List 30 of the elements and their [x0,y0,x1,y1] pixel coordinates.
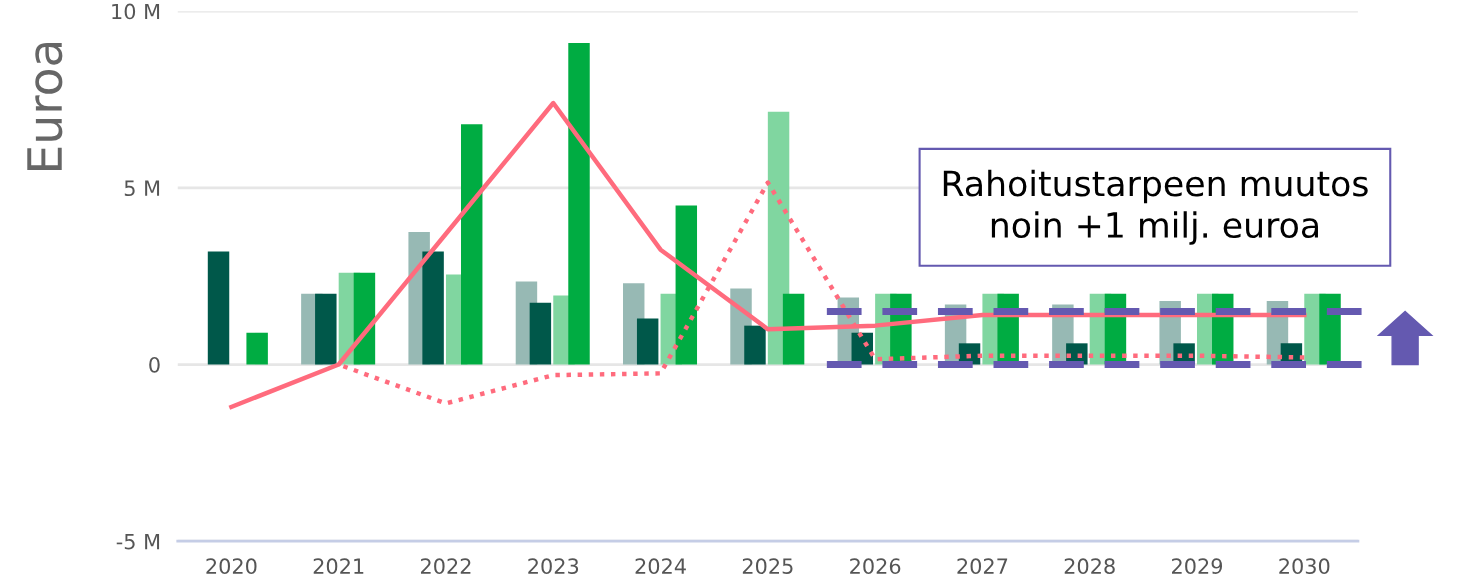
x-tick-label: 2030 [1279,558,1330,575]
x-tick-label: 2020 [206,558,257,575]
y-axis-title: Euroa [27,42,63,170]
x-tick-label: 2023 [528,558,579,575]
x-tick-label: 2021 [313,558,364,575]
bar [675,205,698,365]
bar [207,251,230,365]
x-tick-label: 2022 [420,558,471,575]
y-tick-label: 0 [149,356,160,373]
bar [315,293,337,365]
bar [529,302,552,365]
bar [353,272,376,365]
bar [744,325,766,365]
x-tick-label: 2028 [1064,558,1115,575]
bar [636,318,659,365]
bar [568,42,590,365]
bar [246,332,268,365]
annotation: Rahoitustarpeen muutos noin +1 milj. euroa [943,169,1368,245]
x-tick-label: 2024 [635,558,686,575]
bar [1319,293,1341,365]
y-tick-label: 5 M [124,180,160,197]
bar [782,293,805,365]
x-tick-label: 2026 [850,558,901,575]
y-tick-label: 10 M [112,3,160,20]
bar [460,124,483,365]
x-tick-label: 2027 [957,558,1008,575]
x-tick-label: 2029 [1172,558,1223,575]
bar [422,251,444,365]
x-tick-label: 2025 [742,558,793,575]
y-tick-label: -5 M [116,533,160,550]
